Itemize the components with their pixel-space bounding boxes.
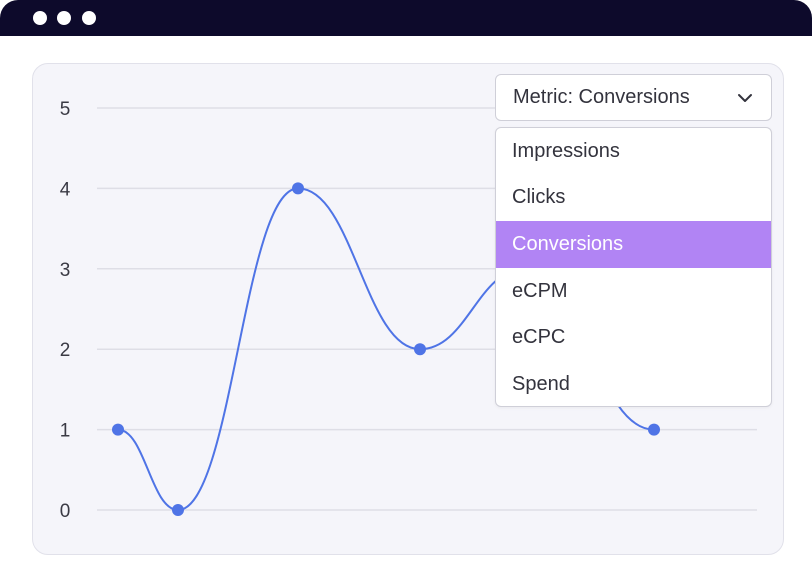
y-tick-label: 4 (60, 179, 71, 200)
data-point-4[interactable] (414, 343, 426, 356)
menu-item-spend[interactable]: Spend (512, 372, 570, 395)
menu-item-ecpm[interactable]: eCPM (512, 279, 568, 302)
y-tick-label: 2 (60, 340, 71, 361)
metric-select-label: Metric: Conversions (513, 86, 690, 108)
y-tick-label: 0 (60, 501, 71, 522)
data-point-2[interactable] (172, 504, 184, 516)
y-tick-label: 1 (60, 421, 71, 442)
menu-item-conversions[interactable]: Conversions (496, 221, 771, 268)
window-control-dot-1[interactable] (33, 11, 47, 25)
window-control-dot-2[interactable] (57, 11, 71, 25)
data-point-1[interactable] (112, 423, 124, 436)
metric-select[interactable]: Metric: Conversions (495, 74, 772, 121)
menu-item-clicks[interactable]: Clicks (512, 186, 566, 209)
window-control-dot-3[interactable] (82, 11, 96, 25)
data-point-3[interactable] (292, 182, 304, 195)
menu-item-impressions[interactable]: Impressions (512, 139, 620, 162)
metric-dropdown-menu: Impressions Clicks Conversions eCPM eCPC… (495, 127, 772, 407)
menu-item-ecpc[interactable]: eCPC (512, 326, 566, 349)
window-titlebar (0, 0, 812, 36)
chevron-down-icon (738, 94, 752, 102)
y-tick-label: 3 (60, 260, 71, 281)
y-axis-ticks: 0 1 2 3 4 5 (60, 99, 71, 522)
y-tick-label: 5 (60, 99, 71, 120)
data-point-6[interactable] (648, 423, 660, 436)
